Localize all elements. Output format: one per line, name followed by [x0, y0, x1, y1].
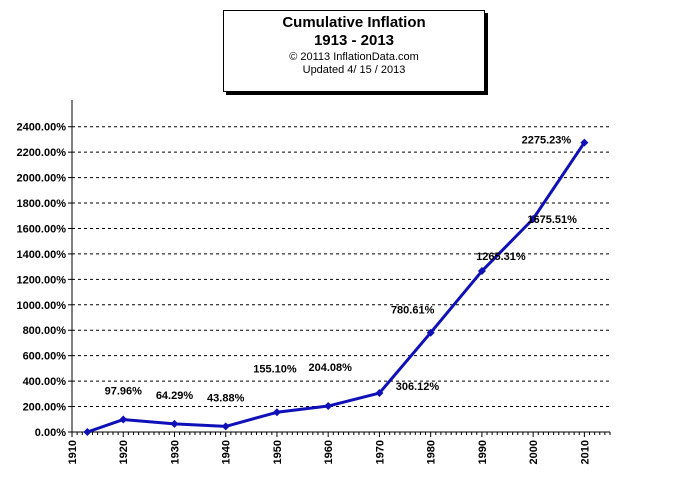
data-point-marker [170, 419, 179, 428]
data-label: 1265.31% [476, 251, 526, 263]
y-tick-label: 800.00% [23, 325, 67, 337]
x-tick-label: 1930 [169, 440, 181, 464]
data-label: 97.96% [105, 386, 143, 398]
data-label: 1675.51% [527, 214, 577, 226]
data-point-marker [426, 328, 435, 337]
chart-subtitle: 1913 - 2013 [313, 32, 395, 49]
y-tick-label: 2400.00% [16, 122, 66, 134]
inflation-line [86, 141, 586, 434]
data-label: 43.88% [207, 392, 245, 404]
y-tick-label: 2000.00% [16, 173, 66, 185]
y-tick-label: 1600.00% [16, 223, 66, 235]
data-point-marker [477, 267, 486, 276]
y-tick-label: 400.00% [23, 376, 67, 388]
data-label: 204.08% [308, 362, 352, 374]
y-tick-label: 2200.00% [16, 147, 66, 159]
chart-title: Cumulative Inflation [282, 14, 426, 31]
x-tick-label: 1960 [323, 440, 335, 464]
data-label: 2275.23% [522, 135, 572, 147]
data-point-marker [272, 408, 281, 417]
x-tick-label: 1940 [221, 440, 233, 464]
y-tick-label: 600.00% [23, 351, 67, 363]
x-tick-label: 1980 [426, 440, 438, 464]
y-tick-label: 1800.00% [16, 198, 66, 210]
x-axis-tick-labels: 1910 1920 1930 1940 1950 1960 1970 1980 1990 2000… [67, 440, 591, 464]
x-tick-label: 1950 [272, 440, 284, 464]
data-point-marker [324, 402, 333, 411]
series-line [83, 138, 589, 436]
x-tick-label: 1990 [477, 440, 489, 464]
data-label: 64.29% [156, 390, 194, 402]
data-point-marker [529, 214, 538, 223]
y-tick-label: 1200.00% [16, 274, 66, 286]
y-axis-tick-labels: 0.00% 200.00% 400.00% 600.00% 800.00% 1000.00… [16, 122, 66, 439]
y-tick-label: 1400.00% [16, 249, 66, 261]
copyright-text: © 20113 InflationData.com [289, 51, 419, 63]
data-point-marker [580, 138, 589, 147]
data-point-marker [119, 415, 128, 424]
x-tick-label: 2000 [528, 440, 540, 464]
x-tick-label: 1910 [67, 440, 79, 464]
x-tick-label: 2010 [579, 440, 591, 464]
data-point-marker [221, 422, 230, 431]
x-tick-label: 1970 [374, 440, 386, 464]
y-tick-label: 200.00% [23, 402, 67, 414]
data-labels: 97.96% 64.29% 43.88% 155.10% 204.08% 306.12% 7… [105, 135, 578, 405]
y-tick-label: 0.00% [35, 427, 66, 439]
axes [68, 100, 611, 437]
updated-text: Updated 4/ 15 / 2013 [302, 64, 406, 76]
data-label: 780.61% [391, 305, 435, 317]
data-label: 155.10% [253, 363, 297, 375]
data-point-marker [375, 389, 384, 398]
data-point-marker [83, 428, 92, 436]
x-tick-label: 1920 [118, 440, 130, 464]
y-tick-label: 1000.00% [16, 300, 66, 312]
data-label: 306.12% [396, 381, 440, 393]
title-box: Cumulative Inflation 1913 - 2013 © 20113… [223, 10, 485, 92]
